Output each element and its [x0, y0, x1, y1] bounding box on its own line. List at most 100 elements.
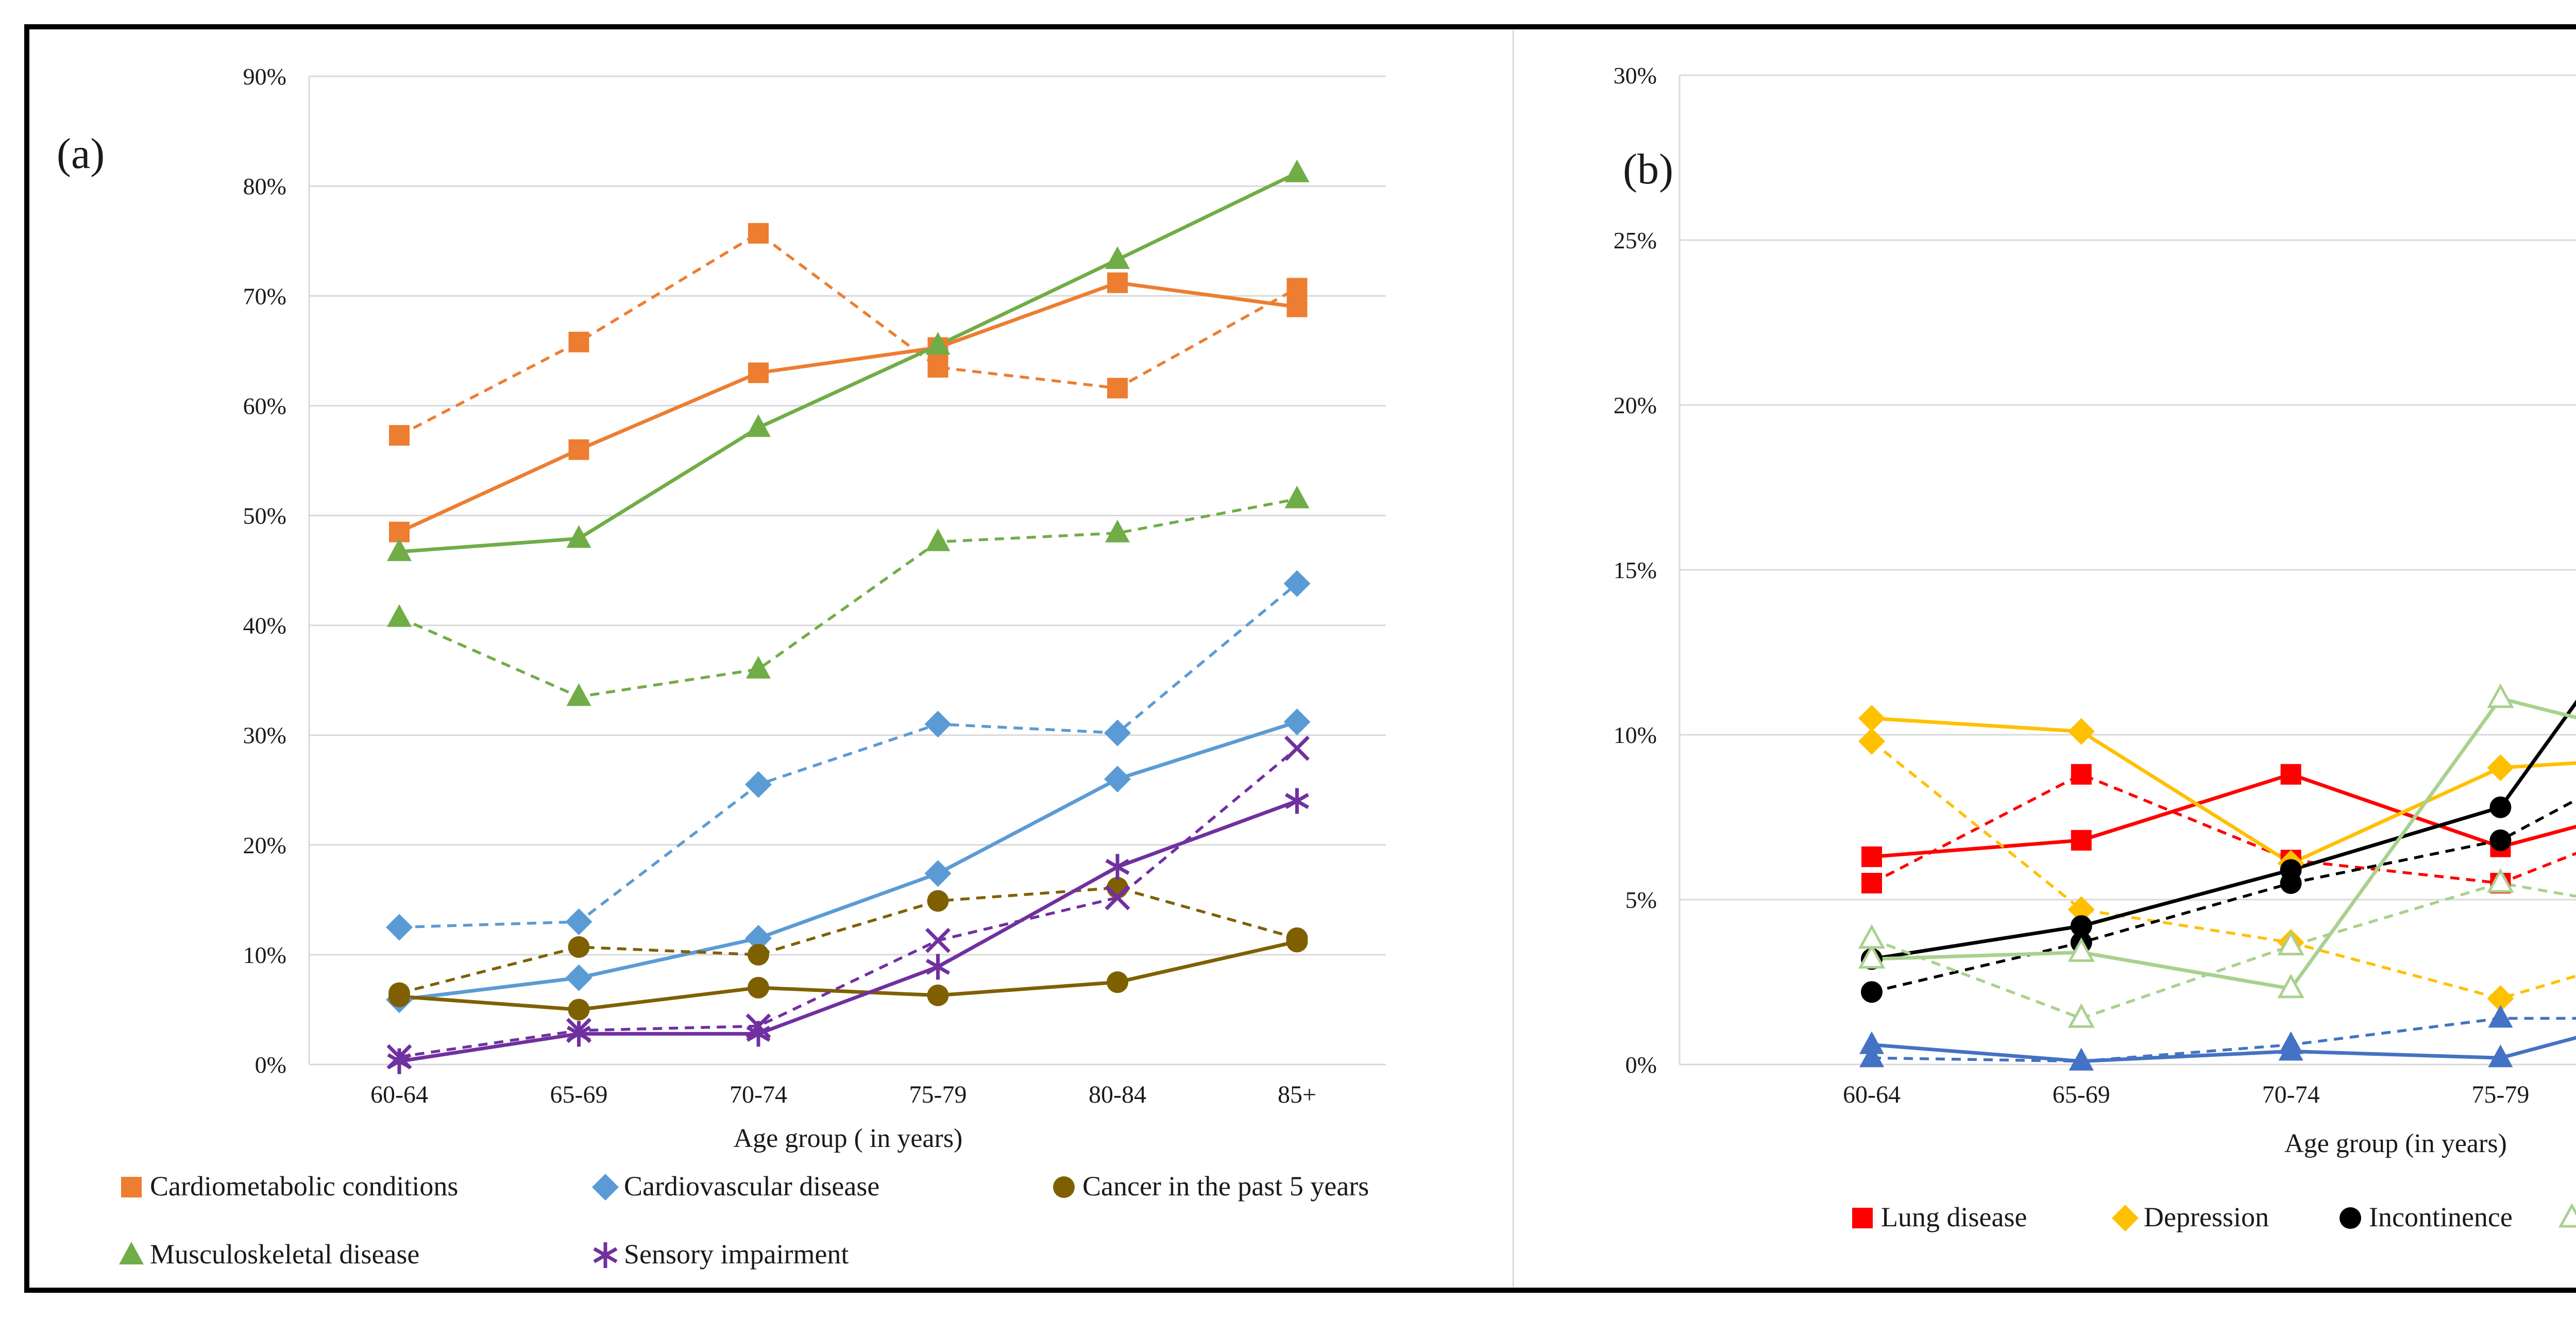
panel-a-legend-label: Cardiometabolic conditions [150, 1171, 458, 1202]
panel-a-data-point-marker [566, 683, 591, 706]
panel-a-y-tick-label: 40% [243, 613, 286, 639]
panel-a-data-point-marker [1284, 159, 1310, 182]
panel-a-y-tick-label: 0% [255, 1052, 286, 1078]
panel-a-series-line [399, 720, 1298, 1002]
panel-b-series-line [1871, 699, 2576, 961]
panel-b-data-point-marker [1858, 705, 1885, 732]
panel-b-data-point-marker [1858, 728, 1885, 755]
panel-a-data-point-marker [1105, 858, 1130, 875]
panel-b-data-point-marker [2488, 1005, 2513, 1028]
panel-b-data-point-marker [2489, 796, 2512, 818]
panel-a-data-point-marker [1107, 378, 1128, 399]
panel-a-series-line [399, 939, 1298, 1011]
panel-a-data-point-marker [748, 362, 769, 383]
panel-b-data-point-marker [2067, 718, 2095, 745]
panel-a-data-point-marker [746, 1025, 771, 1042]
panel-b-data-point-marker [2487, 868, 2514, 893]
panel-a-data-point-marker [1286, 278, 1308, 299]
panel-a-data-point-marker [565, 964, 592, 991]
panel-b-data-point-marker [2067, 896, 2095, 923]
panel-b-legend-marker [2558, 1203, 2576, 1228]
panel-a-y-tick-label: 70% [243, 283, 286, 309]
panel-a-x-tick-label: 80-84 [1089, 1081, 1146, 1108]
panel-b-data-point-marker [2067, 937, 2095, 962]
panel-a-data-point-marker [568, 331, 589, 352]
panel-b-x-tick-label: 65-69 [2053, 1081, 2110, 1108]
panel-b-data-point-marker [2071, 830, 2092, 851]
panel-b-data-point-marker [2277, 973, 2304, 999]
panel-b-data-point-marker [2487, 754, 2514, 781]
panel-b-y-tick-label: 0% [1625, 1052, 1657, 1078]
panel-a-y-tick-label: 80% [243, 173, 286, 199]
panel-a-data-point-marker [565, 908, 592, 935]
panel-a-data-point-marker [568, 936, 590, 958]
panel-b-data-point-marker [1858, 924, 1886, 949]
panel-a-data-point-marker [1105, 885, 1130, 910]
panel-b-legend-label: Lung disease [1881, 1202, 2027, 1232]
panel-b-series-line [1871, 1036, 2576, 1063]
panel-b-series-line [1871, 772, 2576, 859]
panel-a-data-point-marker [924, 711, 952, 738]
panel-b-data-point-marker [1861, 846, 1882, 867]
panel-b-data-point-marker [2071, 764, 2092, 785]
panel-a-data-point-marker [568, 439, 589, 460]
panel-a-data-point-marker [1104, 719, 1131, 747]
panel-b-legend-label: Incontinence [2369, 1202, 2513, 1232]
panel-b-legend-marker [1852, 1208, 1873, 1228]
panel-b-series-line [1871, 798, 2576, 993]
panel-b-series-line [1871, 772, 2576, 885]
panel-a-y-tick-label: 20% [243, 832, 286, 858]
panel-a-data-point-marker [1284, 735, 1310, 761]
panel-b-x-tick-label: 70-74 [2262, 1081, 2320, 1108]
panel-b-series-line [1871, 882, 2576, 1020]
panel-a-data-point-marker [748, 223, 769, 244]
panel-a-series-line [399, 171, 1298, 554]
panel-b-legend-marker [2112, 1205, 2139, 1231]
panel-b-data-point-marker [1859, 1044, 1884, 1068]
panel-a-data-point-marker [387, 538, 412, 561]
panel-b-x-axis-title: Age group (in years) [2284, 1129, 2507, 1158]
panel-b-series-line [1871, 696, 2576, 991]
panel-b-series-line [1871, 1017, 2576, 1063]
panel-a-x-axis-title: Age group ( in years) [733, 1124, 963, 1153]
panel-a-label: (a) [57, 130, 105, 178]
panel-a-data-point-marker [746, 655, 771, 679]
panel-a-data-point-marker [566, 525, 591, 548]
panel-a-data-point-marker [1105, 519, 1130, 543]
panel-a-data-point-marker [387, 604, 412, 627]
panel-a-y-tick-label: 30% [243, 722, 286, 749]
panel-a-legend-label: Musculoskeletal disease [150, 1239, 419, 1270]
panel-a-legend-marker [1053, 1176, 1075, 1198]
panel-a-data-point-marker [927, 984, 949, 1006]
panel-a-legend-marker [119, 1242, 144, 1264]
panel-a-legend-marker [593, 1247, 618, 1263]
panel-b-data-point-marker [1861, 873, 1882, 893]
panel-a-y-tick-label: 10% [243, 942, 286, 968]
panel-a-series-line [398, 231, 1298, 437]
panel-a-data-point-marker [927, 357, 948, 378]
panel-a-y-tick-label: 60% [243, 393, 286, 419]
panel-b-data-point-marker [2069, 1048, 2094, 1071]
panel-b-y-tick-label: 10% [1614, 722, 1657, 748]
panel-a-x-tick-label: 65-69 [550, 1081, 608, 1108]
panel-b-data-point-marker [2070, 915, 2092, 937]
panel-a-data-point-marker [389, 425, 410, 446]
panel-a-series-line [398, 281, 1297, 534]
panel-a-data-point-marker [926, 958, 950, 975]
panel-a-data-point-marker [745, 924, 772, 952]
panel-b-data-point-marker [2487, 683, 2514, 708]
panel-b-x-tick-label: 75-79 [2471, 1081, 2529, 1108]
panel-a-data-point-marker [1107, 971, 1128, 993]
panel-b-y-tick-label: 20% [1614, 392, 1657, 418]
panel-a-data-point-marker [386, 914, 413, 941]
panel-a-series-line [399, 582, 1298, 929]
panel-a-data-point-marker [388, 982, 410, 1004]
panel-b-y-tick-label: 30% [1614, 62, 1657, 89]
panel-a-data-point-marker [568, 999, 590, 1021]
panel-a-data-point-marker [1107, 272, 1128, 293]
panel-b-data-point-marker [2278, 1031, 2303, 1054]
panel-b-y-tick-label: 5% [1625, 887, 1657, 913]
panel-a-x-tick-label: 75-79 [909, 1081, 967, 1108]
panel-a-data-point-marker [745, 1013, 771, 1039]
